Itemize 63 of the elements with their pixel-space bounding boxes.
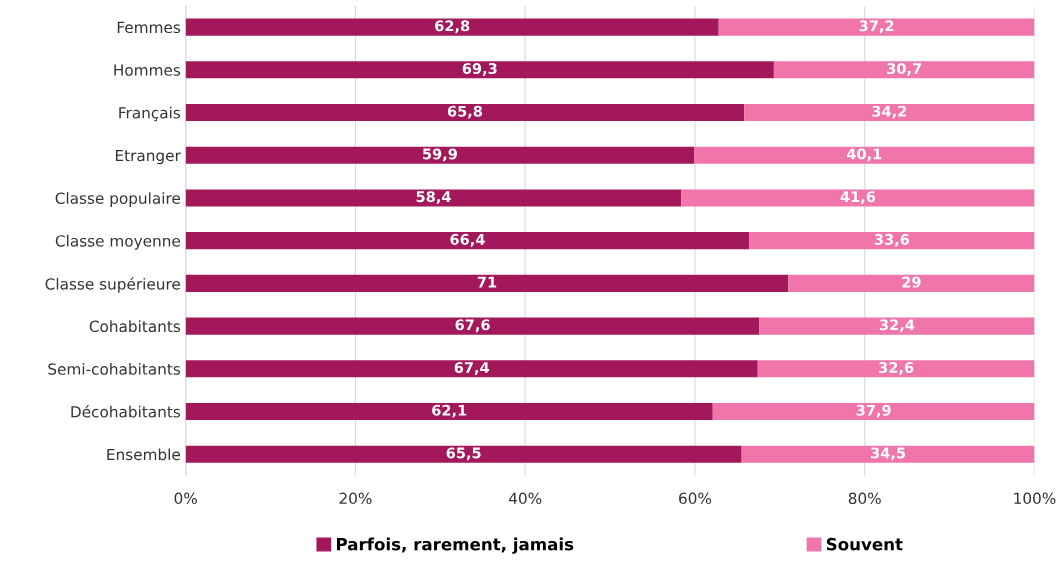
data-label: 37,2: [859, 20, 894, 34]
x-tick-label: 40%: [508, 492, 542, 505]
y-tick-label: Cohabitants: [89, 320, 181, 333]
y-tick-label: Classe populaire: [55, 192, 180, 207]
bar: [759, 317, 1035, 335]
data-label: 34,5: [871, 447, 906, 461]
data-label: 59,9: [423, 148, 457, 162]
legend-label: Souvent: [826, 537, 903, 551]
y-tick-label: Français: [119, 106, 181, 122]
bar: [757, 360, 1035, 378]
data-label: 62,8: [435, 20, 470, 34]
bar: [185, 360, 758, 378]
bar: [741, 445, 1035, 463]
x-tick-label: 100%: [1014, 492, 1056, 505]
y-tick-label: Etranger: [115, 149, 181, 165]
bar: [788, 274, 1035, 292]
x-tick-label: 60%: [679, 492, 712, 505]
bar: [185, 146, 695, 164]
data-label: 65,8: [447, 105, 483, 119]
data-label: 67,6: [455, 319, 490, 333]
legend-label: Parfois, rarement, jamais: [337, 537, 574, 554]
bar: [744, 103, 1035, 122]
data-label: 41,6: [840, 191, 876, 205]
x-tick-label: 80%: [848, 492, 881, 505]
data-label: 34,2: [872, 105, 907, 119]
bar: [185, 103, 745, 122]
bar: [694, 146, 1035, 164]
x-tick-label: 20%: [339, 492, 372, 505]
y-tick-label: Femmes: [117, 21, 181, 34]
data-label: 29: [902, 276, 921, 288]
bar: [712, 402, 1035, 421]
data-label: 58,4: [416, 191, 451, 205]
bar: [681, 189, 1035, 207]
data-label: 62,1: [432, 404, 467, 418]
bar: [185, 402, 713, 421]
data-label: 67,4: [454, 362, 490, 375]
bar: [773, 61, 1035, 79]
data-label: 66,4: [450, 233, 485, 247]
data-label: 69,3: [462, 63, 497, 76]
y-tick-label: Semi-cohabitants: [48, 363, 181, 375]
data-label: 33,6: [874, 233, 910, 247]
y-tick-label: Hommes: [114, 64, 181, 76]
data-label: 71: [477, 276, 497, 288]
bar: [185, 274, 789, 292]
y-tick-label: Ensemble: [107, 448, 180, 461]
data-label: 32,6: [879, 362, 914, 375]
bar: [185, 18, 719, 36]
data-label: 32,4: [879, 319, 915, 333]
data-label: 40,1: [846, 148, 882, 162]
bar: [185, 232, 750, 250]
bar: [185, 61, 774, 79]
data-label: 30,7: [887, 63, 922, 76]
data-label: 65,5: [446, 447, 481, 461]
bar: [749, 232, 1035, 250]
bar: [185, 189, 682, 207]
bar: [185, 445, 742, 463]
y-tick-label: Classe supérieure: [45, 277, 180, 293]
data-label: 37,9: [856, 404, 891, 418]
bar: [185, 317, 760, 335]
x-tick-label: 0%: [174, 492, 197, 505]
bar: [718, 18, 1035, 36]
y-tick-label: Classe moyenne: [55, 234, 180, 250]
y-tick-label: Décohabitants: [71, 405, 181, 418]
